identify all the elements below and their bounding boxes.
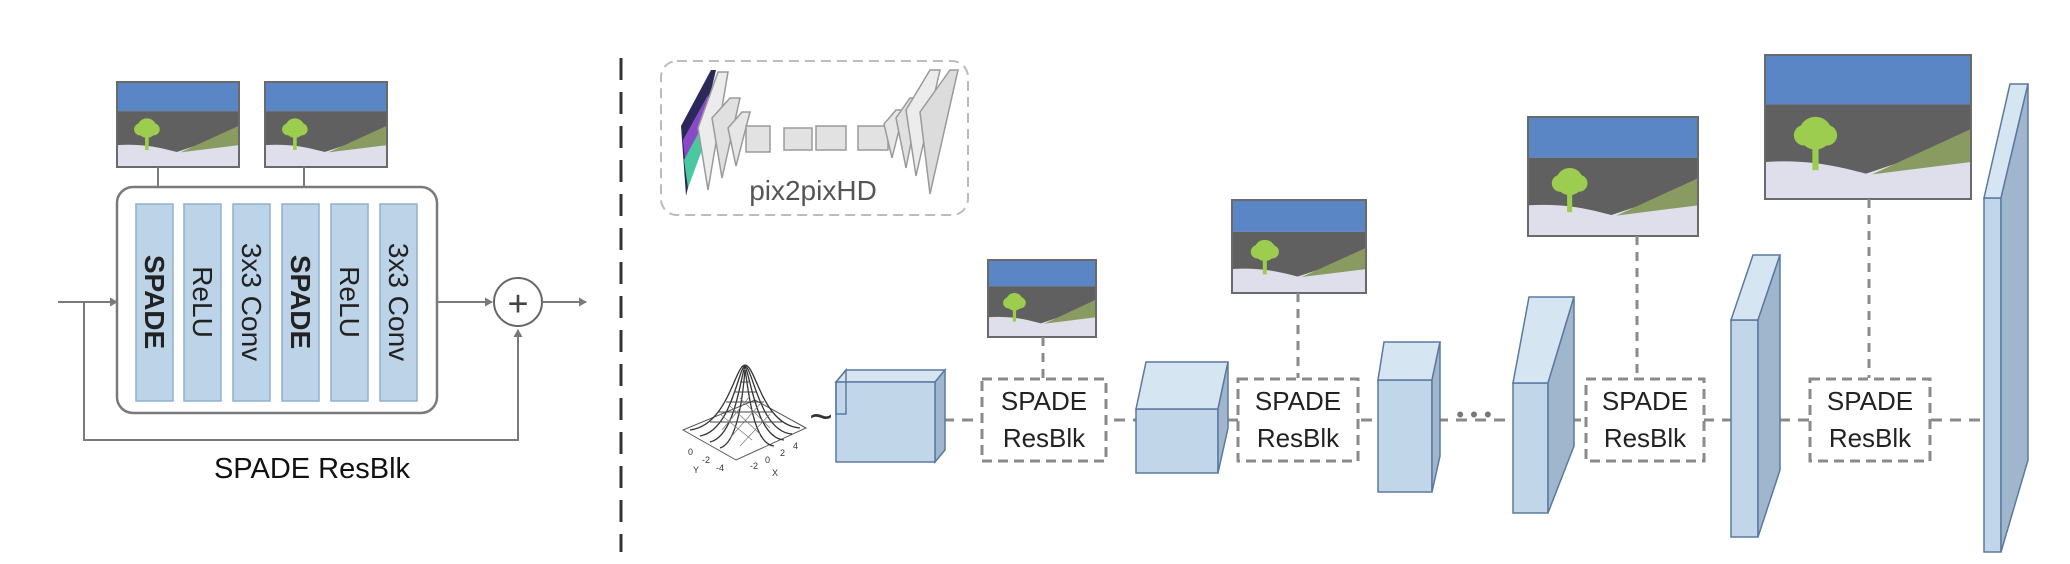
axis-tick: -2	[750, 461, 758, 471]
axis-tick: 0	[688, 447, 693, 457]
resblk-label-line1: SPADE	[1001, 386, 1087, 416]
resblk-label-line2: ResBlk	[1003, 423, 1086, 453]
layer-label: 3x3 Conv	[383, 243, 414, 361]
layer-label: ReLU	[187, 266, 218, 338]
feature-tensor-3	[1377, 341, 1441, 493]
layer-label: ReLU	[334, 266, 365, 338]
axis-tick: 4	[793, 441, 798, 451]
spade-resblk-1: SPADE ResBlk	[980, 377, 1108, 463]
layer-conv-1: 3x3 Conv	[232, 203, 271, 402]
feature-tensor-2	[1135, 361, 1229, 474]
segmap-thumbnail-small	[987, 259, 1097, 338]
segmap-thumbnail-1	[116, 81, 240, 168]
layer-spade-2: SPADE	[281, 203, 320, 402]
layer-relu-1: ReLU	[183, 203, 222, 402]
feature-tensor-5	[1729, 254, 1782, 538]
spade-resblk-3: SPADE ResBlk	[1584, 377, 1706, 463]
layer-spade-1: SPADE	[135, 203, 174, 402]
axis-tick: 2	[780, 448, 785, 458]
axis-tick: 0	[765, 455, 770, 465]
sampling-tilde: ~	[809, 395, 832, 439]
axis-tick: -4	[716, 463, 724, 473]
skip-connection	[83, 302, 523, 441]
pix2pixhd-label: pix2pixHD	[749, 175, 877, 206]
pix2pixhd-network-icon	[681, 69, 959, 196]
resblk-label-line2: ResBlk	[1604, 423, 1687, 453]
layer-label: SPADE	[285, 255, 316, 349]
spade-resblk-4: SPADE ResBlk	[1808, 377, 1932, 463]
feature-tensor-1	[834, 367, 947, 465]
spade-resblk-2: SPADE ResBlk	[1236, 377, 1360, 463]
feature-tensor-4	[1512, 296, 1576, 514]
ellipsis: • • •	[1456, 402, 1491, 427]
resblk-label-line1: SPADE	[1255, 386, 1341, 416]
pix2pixhd-inset: pix2pixHD	[660, 60, 969, 216]
resblk-label-line2: ResBlk	[1257, 423, 1340, 453]
sum-symbol: +	[507, 283, 528, 324]
gaussian-noise-plot: 0 -2 -4 -2 0 2 4 Y X	[681, 364, 808, 478]
segmap-thumbnail-2	[264, 81, 388, 168]
feature-tensor-6	[1983, 83, 2029, 553]
resblk-layers: SPADE ReLU 3x3 Conv SPADE ReLU 3x3 Conv	[135, 203, 418, 402]
axis-label-x: X	[772, 468, 778, 478]
segmap-thumbnail-xlarge	[1764, 54, 1972, 200]
sum-node: +	[493, 277, 543, 327]
layer-relu-2: ReLU	[330, 203, 369, 402]
layer-conv-2: 3x3 Conv	[379, 203, 418, 402]
segmap-thumbnail-large	[1527, 116, 1699, 237]
spade-resblk-panel: SPADE ReLU 3x3 Conv SPADE ReLU 3x3 Conv	[58, 81, 587, 485]
layer-label: 3x3 Conv	[236, 243, 267, 361]
resblk-label-line2: ResBlk	[1829, 423, 1912, 453]
layer-label: SPADE	[139, 255, 170, 349]
resblk-label-line1: SPADE	[1602, 386, 1688, 416]
segmap-thumbnail-medium	[1231, 199, 1367, 294]
axis-label-y: Y	[693, 465, 699, 475]
axis-tick: -2	[702, 455, 710, 465]
generator-panel: pix2pixHD 0 -2 -4 -2 0 2 4 Y X ~	[660, 54, 2029, 553]
resblk-label-line1: SPADE	[1827, 386, 1913, 416]
resblk-caption: SPADE ResBlk	[214, 453, 411, 485]
